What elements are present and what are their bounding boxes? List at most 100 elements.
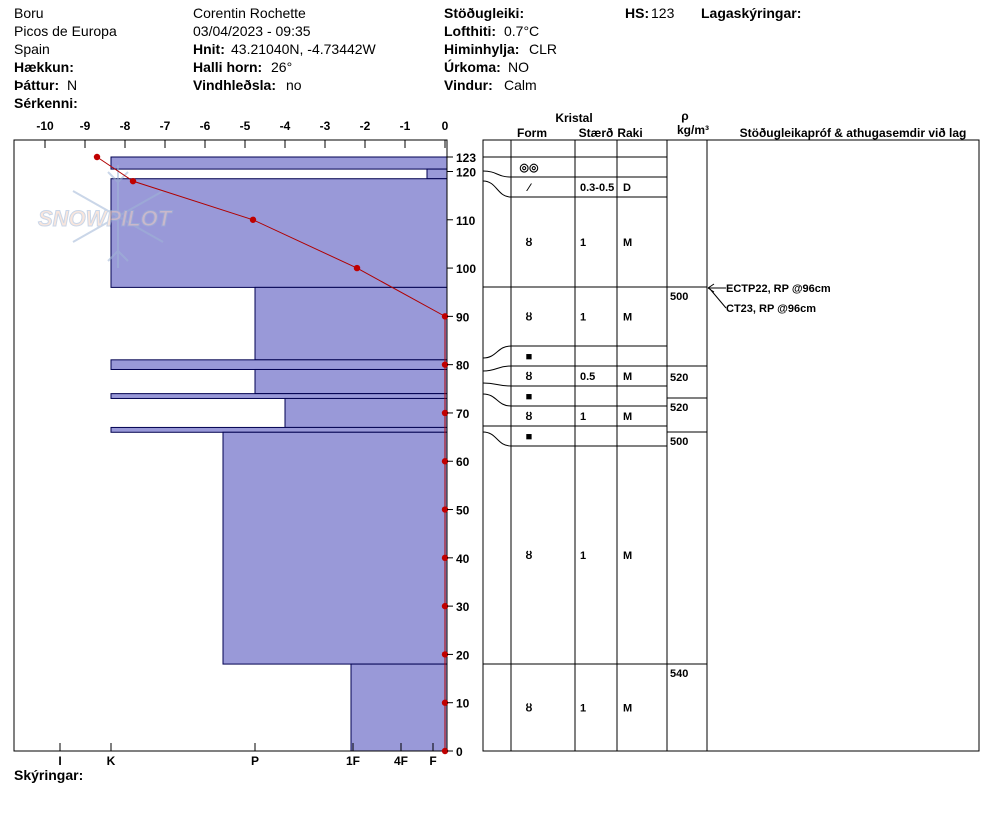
temp-tick-label: -8 [120,119,131,133]
coords-value: 43.21040N, -4.73442W [231,41,376,57]
grain-size: 0.5 [580,371,595,383]
hardness-layer-1 [426,168,448,180]
temperature-point [441,458,449,465]
hardness-layer-4 [110,359,448,370]
grain-form-symbol: ■ [526,391,533,403]
hs-value: 123 [651,5,675,21]
temperature-point [353,264,361,272]
temperature-line [96,156,446,751]
wind-value: Calm [504,77,537,93]
grain-moisture: D [623,182,631,194]
temp-tick-label: -9 [80,119,91,133]
stability-test: ECTP22, RP @96cm [726,283,831,295]
grain-table: Kristal Form Stærð Raki ρkg/m³ Stöðugleikapró… [482,109,967,751]
hs-label: HS: [625,5,650,21]
depth-tick-label: 100 [456,262,476,276]
temperature-profile [93,153,449,755]
snowflake-icon [72,165,164,268]
aspect-value: N [67,77,78,93]
depth-tick-label: 0 [456,745,463,759]
density-value: 520 [670,372,688,384]
grain-size: 1 [580,237,586,249]
temp-tick-label: -4 [280,119,291,133]
density-value: 500 [670,291,688,303]
layer-notes-label: Lagaskýringar: [701,5,802,21]
tests-header: Stöðugleikapróf & athugasemdir við lag [740,126,967,140]
layer-connector [482,431,512,447]
temperature-point [441,506,449,513]
observer: Corentin Rochette [193,5,306,21]
hardness-tick-label: P [251,754,259,768]
temp-tick-label: -10 [36,119,54,133]
hardness-layer-5 [254,368,448,395]
hardness-layer-9 [222,431,448,665]
layer-connector [482,393,512,407]
axes: -10 -9 -8 -7 -6 -5 -4 -3 -2 -1 0010203040506070809… [36,119,476,768]
hardness-layer-6 [110,393,448,399]
grain-form-symbol: ȣ [526,550,533,562]
hardness-layer-7 [284,397,448,428]
temperature-point [441,699,449,706]
grain-form-symbol: ■ [526,351,533,363]
slope-label: Halli horn: [193,59,263,75]
depth-tick-label: 10 [456,697,470,711]
layer-connector [482,180,512,198]
air-temp-value: 0.7°C [504,23,540,39]
depth-tick-label: 90 [456,310,470,324]
elevation-label: Hækkun: [14,59,74,75]
depth-tick-label: 80 [456,359,470,373]
temp-tick-label: -6 [200,119,211,133]
snowpilot-logo: SNOWPILOT [38,165,173,268]
temp-tick-label: -2 [360,119,371,133]
hardness-plot-border [13,139,448,752]
aspect-label: Þáttur: [14,77,60,93]
location: Boru [14,5,44,21]
test-arrow [707,283,727,309]
grain-form-symbol: ȣ [526,411,533,423]
grain-form-symbol: ȣ [526,237,533,249]
temperature-point [249,216,257,223]
grain-form-symbol: ◎◎ [519,162,539,174]
temp-tick-label: -3 [320,119,331,133]
stability-test: CT23, RP @96cm [726,303,816,315]
temp-tick-label: -5 [240,119,251,133]
temperature-point [441,409,449,417]
temperature-point [93,153,101,161]
grain-size: 1 [580,312,586,324]
stability-label: Stöðugleiki: [444,5,525,21]
temp-tick-label: -1 [400,119,411,133]
grain-form-symbol: ȣ [526,312,533,324]
wind-loading-value: no [286,77,302,93]
depth-tick-label: 110 [456,214,476,228]
features-label: Sérkenni: [14,95,78,111]
logo-text: SNOWPILOT [38,206,173,231]
temperature-point [441,361,449,368]
temperature-point [441,313,449,320]
grain-size: 1 [580,411,586,423]
temperature-point [441,747,449,755]
datetime: 03/04/2023 - 09:35 [193,23,311,39]
hardness-tick-label: I [58,754,61,768]
depth-tick-label: 120 [456,165,476,179]
density-value: 500 [670,436,688,448]
temperature-point [441,554,449,562]
depth-tick-label: 30 [456,600,470,614]
grain-form-symbol: ⁄ [525,182,532,194]
density-symbol: ρ [681,109,688,123]
depth-tick-label: 123 [456,151,476,165]
grain-size: 1 [580,703,586,715]
hardness-tick-label: F [429,754,436,768]
layer-connector [482,345,512,359]
grain-moisture: M [623,411,632,423]
depth-tick-label: 60 [456,455,470,469]
chart-frame [13,139,980,752]
country: Spain [14,41,50,57]
grain-moisture: M [623,312,632,324]
temperature-point [441,602,449,610]
slope-value: 26° [271,59,293,75]
hardness-layer-0 [110,156,448,170]
wind-label: Vindur: [444,77,493,93]
size-header: Stærð [579,126,614,140]
crystal-header: Kristal [555,111,592,125]
layer-connector [482,365,512,372]
